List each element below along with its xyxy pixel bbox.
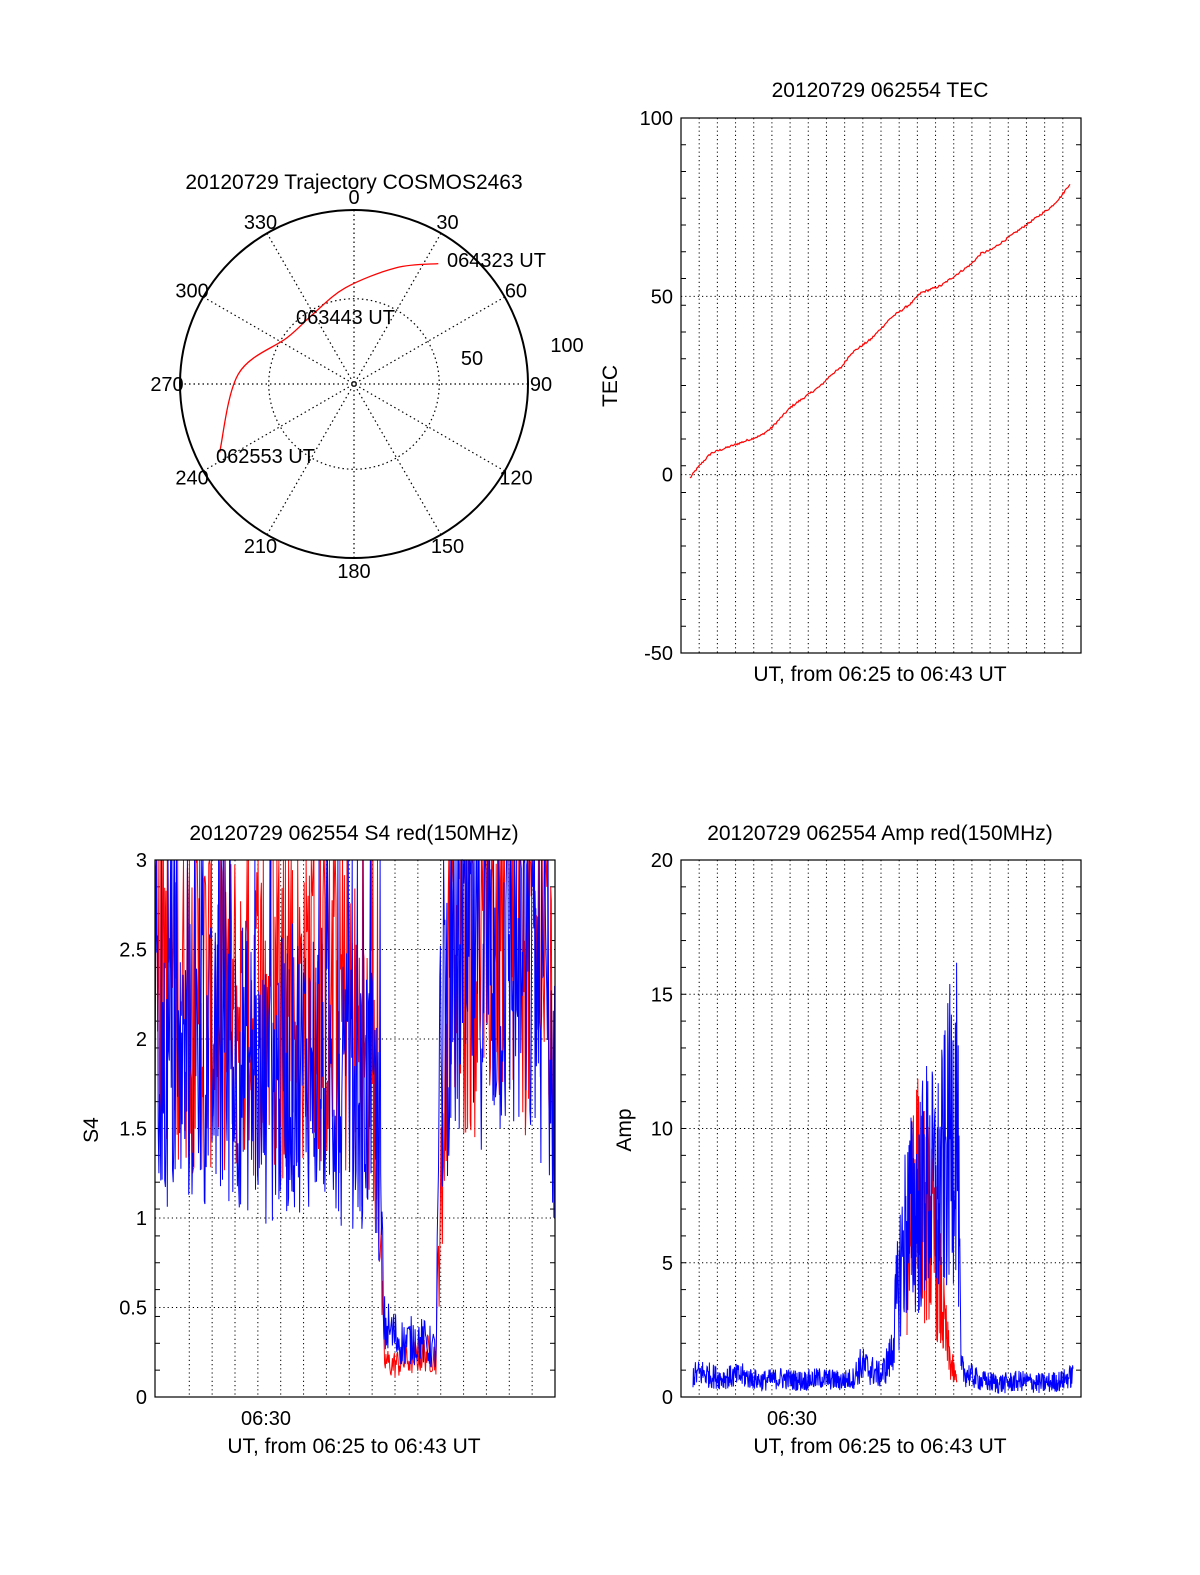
y-tick-label: 5	[662, 1253, 673, 1275]
polar-grid	[180, 210, 528, 558]
tec-grid	[681, 117, 1081, 654]
amp-x-axis-label: UT, from 06:25 to 06:43 UT	[753, 1435, 1006, 1458]
s4-plot-frame	[154, 859, 556, 1398]
amp-title: 20120729 062554 Amp red(150MHz)	[707, 822, 1053, 845]
trajectory-polar-panel: 20120729 Trajectory COSMOS2463 0 30 60 90 12…	[150, 171, 583, 583]
polar-ring-label-100: 100	[550, 335, 583, 357]
polar-azimuth-label: 30	[436, 212, 458, 234]
tec-title: 20120729 062554 TEC	[772, 79, 989, 102]
tec-panel: 20120729 062554 TEC -50 0 50 100 UT, from 0…	[599, 79, 1082, 686]
y-tick-label: 100	[640, 108, 673, 130]
polar-horizon-circle	[179, 209, 529, 559]
tec-y-axis-label: TEC	[599, 365, 622, 407]
amp-y-ticks: 0 5 10 15 20	[651, 850, 673, 1409]
y-tick-label: 1	[136, 1208, 147, 1230]
amp-grid	[681, 859, 1081, 1398]
s4-x-tick-0630: 06:30	[241, 1408, 291, 1430]
s4-title: 20120729 062554 S4 red(150MHz)	[189, 822, 518, 845]
s4-panel: 20120729 062554 S4 red(150MHz) 0 0.5 1 1.5 2…	[80, 822, 556, 1458]
y-tick-label: 50	[651, 286, 673, 308]
amp-x-tick-0630: 06:30	[767, 1408, 817, 1430]
red-series-line	[689, 183, 1071, 479]
polar-azimuth-label: 150	[431, 536, 464, 558]
y-tick-label: 2	[136, 1029, 147, 1051]
trajectory-label-end: 064323 UT	[447, 250, 546, 272]
s4-series	[154, 858, 556, 1378]
amp-series	[692, 962, 1074, 1394]
polar-azimuth-label: 270	[150, 374, 183, 396]
polar-grid-ring	[268, 298, 440, 470]
trajectory-label-start: 062553 UT	[216, 446, 315, 468]
trajectory-label-mid: 063443 UT	[296, 307, 395, 329]
y-tick-label: -50	[644, 643, 673, 665]
y-tick-label: 0	[136, 1387, 147, 1409]
y-tick-label: 20	[651, 850, 673, 872]
polar-azimuth-label: 210	[244, 536, 277, 558]
y-tick-label: 10	[651, 1119, 673, 1141]
blue-series-line	[692, 962, 1074, 1394]
trajectory-title: 20120729 Trajectory COSMOS2463	[185, 171, 522, 194]
tec-y-ticks: -50 0 50 100	[640, 108, 673, 665]
polar-azimuth-label: 60	[505, 281, 527, 303]
tec-plot-frame	[680, 117, 1082, 654]
y-tick-label: 0	[662, 465, 673, 487]
polar-ring-label-50: 50	[461, 348, 483, 370]
polar-azimuth-label: 300	[175, 281, 208, 303]
amp-y-axis-label: Amp	[613, 1108, 636, 1151]
s4-y-ticks: 0 0.5 1 1.5 2 2.5 3	[119, 850, 147, 1409]
polar-azimuth-label: 330	[244, 212, 277, 234]
polar-azimuth-label: 180	[337, 561, 370, 583]
polar-azimuth-label: 240	[175, 468, 208, 490]
amp-plot-frame	[680, 859, 1082, 1398]
y-tick-label: 0.5	[119, 1298, 147, 1320]
trajectory-line	[218, 262, 439, 453]
s4-y-axis-label: S4	[80, 1117, 103, 1143]
y-tick-label: 3	[136, 850, 147, 872]
polar-azimuth-labels: 0 30 60 90 120 150 180 210 240 270 300 330	[150, 187, 552, 583]
amp-panel: 20120729 062554 Amp red(150MHz) 0 5 10 15 20…	[613, 822, 1082, 1458]
blue-series-line	[154, 858, 556, 1368]
y-tick-label: 0	[662, 1387, 673, 1409]
tec-x-axis-label: UT, from 06:25 to 06:43 UT	[753, 663, 1006, 686]
polar-azimuth-label: 0	[348, 187, 359, 209]
y-tick-label: 1.5	[119, 1119, 147, 1141]
y-tick-label: 2.5	[119, 940, 147, 962]
polar-azimuth-label: 90	[530, 374, 552, 396]
tec-series	[689, 183, 1071, 479]
y-tick-label: 15	[651, 984, 673, 1006]
polar-azimuth-label: 120	[499, 468, 532, 490]
s4-x-axis-label: UT, from 06:25 to 06:43 UT	[227, 1435, 480, 1458]
